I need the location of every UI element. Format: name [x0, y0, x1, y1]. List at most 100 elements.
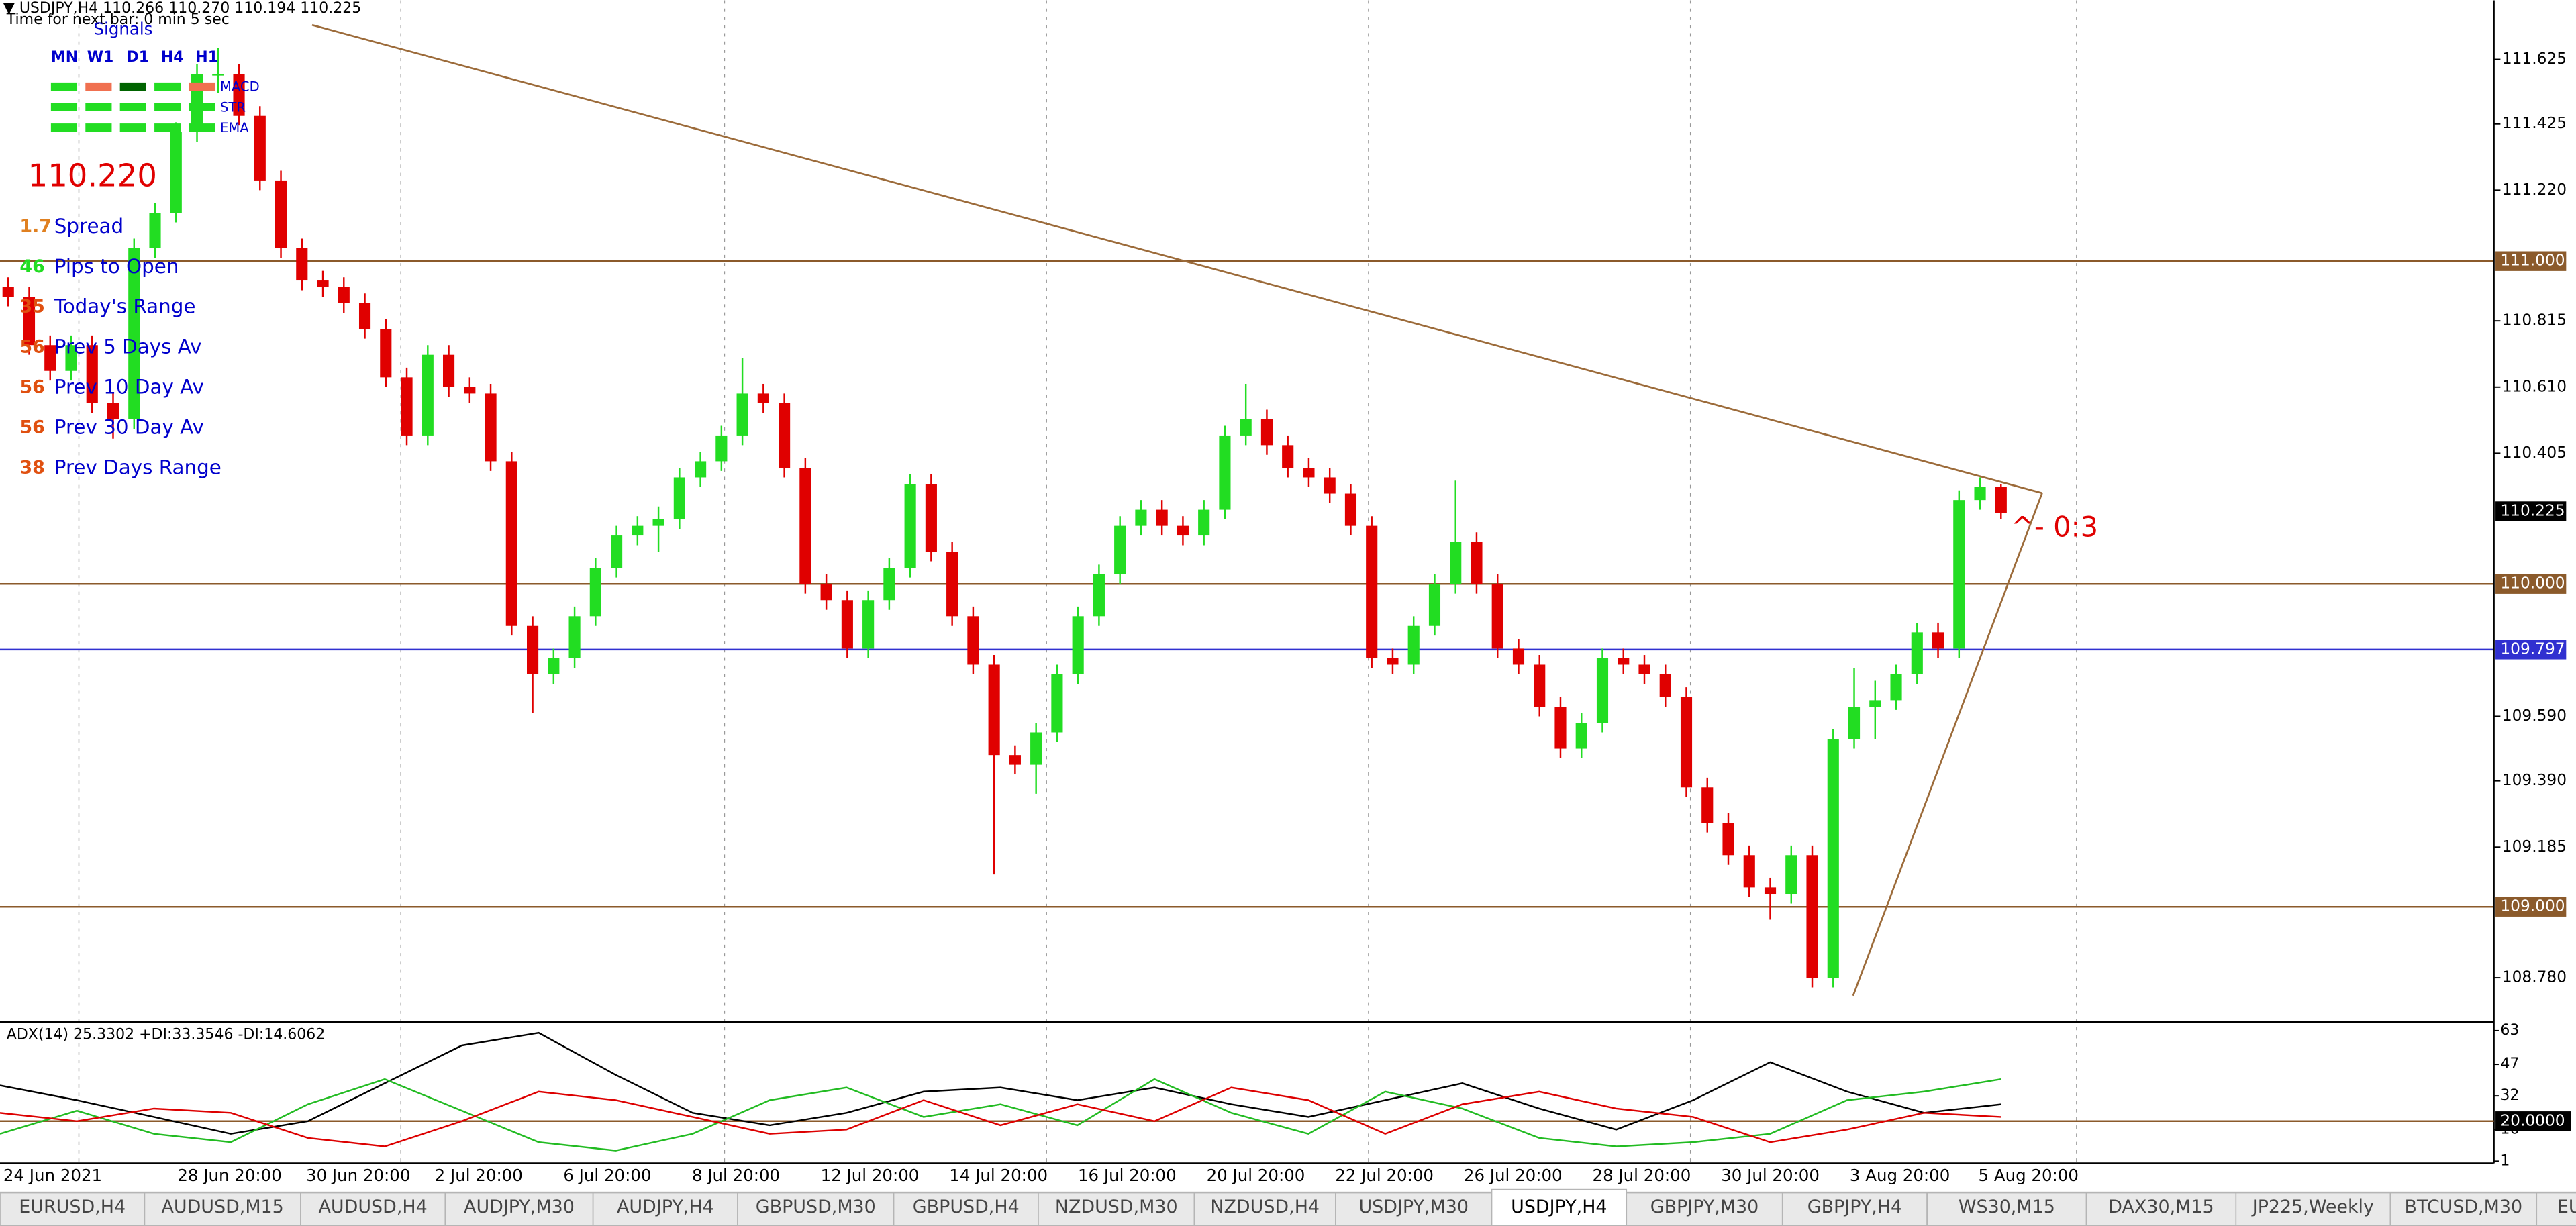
- tab[interactable]: [1038, 1192, 1195, 1226]
- candle-body: [779, 403, 791, 468]
- level-label: 111.000: [2500, 252, 2565, 270]
- tab[interactable]: [444, 1192, 594, 1226]
- x-tick-label: 28 Jun 20:00: [177, 1166, 281, 1185]
- tab[interactable]: [1335, 1192, 1493, 1226]
- adx-line: [0, 1086, 2001, 1147]
- tab-label[interactable]: AUDJPY,M30: [464, 1196, 575, 1217]
- tab-label[interactable]: NZDUSD,M30: [1055, 1196, 1178, 1217]
- candle-body: [904, 484, 916, 568]
- tab[interactable]: [1926, 1192, 2087, 1226]
- tab-label[interactable]: WS30,M15: [1959, 1196, 2055, 1217]
- candle-body: [967, 616, 979, 665]
- level-label-box: [2495, 640, 2567, 660]
- tab[interactable]: [1781, 1192, 1928, 1226]
- x-tick-label: 12 Jul 20:00: [821, 1166, 920, 1185]
- tab-label[interactable]: GBPJPY,M30: [1650, 1196, 1759, 1217]
- candle-body: [1198, 509, 1210, 536]
- candle-body: [358, 303, 371, 329]
- x-tick-label: 5 Aug 20:00: [1979, 1166, 2079, 1185]
- candle-body: [1219, 435, 1231, 510]
- candle-body: [422, 354, 434, 436]
- tab[interactable]: [2235, 1192, 2391, 1226]
- tab-label[interactable]: AUDUSD,M15: [161, 1196, 283, 1217]
- trendlines: [311, 23, 2043, 997]
- tab-label[interactable]: JP225,Weekly: [2251, 1196, 2374, 1217]
- tab-label[interactable]: BTCUSD,M30: [2405, 1196, 2523, 1217]
- candle-body: [715, 435, 728, 462]
- signal-block: [50, 103, 78, 111]
- y-tick-label: 110.815: [2502, 311, 2567, 329]
- candle-body: [107, 403, 119, 419]
- time-grid: [78, 0, 2077, 1164]
- tab-label[interactable]: DAX30,M15: [2108, 1196, 2214, 1217]
- signal-block: [85, 123, 112, 132]
- signal-row-label: EMA: [220, 120, 249, 136]
- candle-body: [695, 461, 707, 478]
- level-label-box: [2495, 251, 2567, 271]
- stat-value: 1.7: [19, 216, 52, 237]
- candle-body: [1722, 823, 1734, 856]
- candle-body: [820, 584, 832, 601]
- tab-label[interactable]: EU: [2557, 1196, 2576, 1217]
- candle-body: [1785, 855, 1797, 895]
- tab-label[interactable]: GBPUSD,H4: [913, 1196, 1020, 1217]
- candle-body: [799, 468, 811, 584]
- candle-body: [1450, 542, 1462, 584]
- tab-label[interactable]: USDJPY,H4: [1511, 1196, 1607, 1217]
- candle-body: [1659, 674, 1671, 697]
- tab[interactable]: [1626, 1192, 1783, 1226]
- tab[interactable]: [144, 1192, 301, 1226]
- stat-label: Pips to Open: [54, 255, 179, 278]
- x-tick-label: 20 Jul 20:00: [1207, 1166, 1305, 1185]
- tab-label[interactable]: AUDJPY,H4: [617, 1196, 714, 1217]
- candle-body: [1135, 509, 1147, 526]
- tab[interactable]: [893, 1192, 1039, 1226]
- tab-label[interactable]: GBPJPY,H4: [1807, 1196, 1902, 1217]
- stat-label: Spread: [54, 215, 123, 238]
- tab[interactable]: [0, 1192, 146, 1226]
- timeframe-label: D1: [126, 49, 149, 66]
- annotation: ^- 0:3: [2011, 511, 2098, 544]
- candle-body: [1407, 625, 1420, 665]
- stat-value: 35: [19, 297, 44, 317]
- x-tick-label: 22 Jul 20:00: [1335, 1166, 1434, 1185]
- tab-label[interactable]: EURUSD,H4: [19, 1196, 126, 1217]
- y-tick-label: 47: [2500, 1056, 2519, 1072]
- tab-label[interactable]: GBPUSD,M30: [756, 1196, 876, 1217]
- x-tick-label: 30 Jul 20:00: [1721, 1166, 1820, 1185]
- tab[interactable]: [2389, 1192, 2538, 1226]
- candle-body: [1869, 700, 1881, 707]
- candle-body: [1009, 755, 1021, 765]
- price-panel: 111.625 111.425 111.220 110.815 110.610 110.4…: [0, 48, 2567, 1185]
- y-tick-label: 63: [2500, 1022, 2519, 1039]
- signal-block: [50, 123, 78, 132]
- signal-block: [154, 82, 181, 91]
- candle-body: [65, 345, 77, 371]
- y-tick-label: 109.590: [2502, 707, 2567, 725]
- candle-body: [1093, 574, 1105, 617]
- signal-block: [154, 103, 181, 111]
- candle-body: [1387, 658, 1399, 665]
- tab-label[interactable]: USDJPY,M30: [1358, 1196, 1469, 1217]
- adx-line: [0, 1078, 2001, 1152]
- candle-body: [233, 74, 245, 116]
- tab[interactable]: [737, 1192, 895, 1226]
- info-overlay: ▼ USDJPY,H4 110.266 110.270 110.194 110.…: [3, 0, 361, 479]
- candle-body: [736, 393, 748, 436]
- tab-label[interactable]: AUDUSD,H4: [319, 1196, 428, 1217]
- x-tick-label: 28 Jul 20:00: [1593, 1166, 1691, 1185]
- candle-body: [464, 387, 476, 394]
- candle-body: [632, 525, 644, 536]
- candle-body: [1575, 723, 1587, 749]
- y-tick-label: 108.780: [2502, 968, 2567, 986]
- candle-body: [1240, 419, 1252, 436]
- tab[interactable]: [300, 1192, 446, 1226]
- candle-body: [1156, 509, 1168, 526]
- signal-row-label: MACD: [220, 79, 260, 95]
- tab-label[interactable]: NZDUSD,H4: [1210, 1196, 1320, 1217]
- stat-label: Prev Days Range: [54, 456, 221, 479]
- tab[interactable]: [2536, 1192, 2576, 1226]
- tab[interactable]: [1491, 1188, 1628, 1226]
